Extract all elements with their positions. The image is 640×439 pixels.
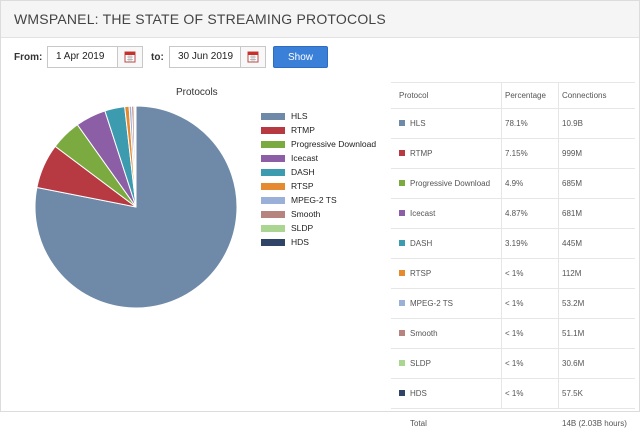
protocol-color-swatch (399, 210, 405, 216)
protocol-color-swatch (399, 300, 405, 306)
calendar-icon[interactable] (117, 47, 142, 67)
column-header-protocol: Protocol (399, 91, 429, 100)
table-row: Smooth < 1% 51.1M (391, 319, 635, 349)
panel-header: WMSPANEL: THE STATE OF STREAMING PROTOCO… (1, 1, 639, 38)
from-date-field[interactable]: 1 Apr 2019 (47, 46, 143, 68)
percentage-cell: 78.1% (505, 119, 528, 128)
table-row: HLS 78.1% 10.9B (391, 109, 635, 139)
protocol-color-swatch (399, 360, 405, 366)
percentage-cell: 4.87% (505, 209, 528, 218)
table-row: MPEG-2 TS < 1% 53.2M (391, 289, 635, 319)
table-row: DASH 3.19% 445M (391, 229, 635, 259)
connections-cell: 10.9B (562, 119, 583, 128)
table-row: Progressive Download 4.9% 685M (391, 169, 635, 199)
protocol-cell: SLDP (410, 359, 431, 368)
legend-label: SLDP (291, 223, 314, 233)
table-row: Icecast 4.87% 681M (391, 199, 635, 229)
table-row: HDS < 1% 57.5K (391, 379, 635, 409)
protocol-cell: Icecast (410, 209, 436, 218)
protocol-table: Protocol Percentage Connections HLS 78.1%… (391, 82, 635, 439)
calendar-icon[interactable] (240, 47, 265, 67)
from-label: From: (14, 52, 43, 63)
protocol-cell: RTSP (410, 269, 432, 278)
percentage-cell: < 1% (505, 269, 524, 278)
connections-cell: 53.2M (562, 299, 585, 308)
legend-label: HDS (291, 237, 309, 247)
percentage-cell: 4.9% (505, 179, 524, 188)
table-row: SLDP < 1% 30.6M (391, 349, 635, 379)
pie-slice-hds[interactable] (134, 105, 137, 208)
connections-cell: 999M (562, 149, 583, 158)
legend-label: Icecast (291, 153, 318, 163)
total-label: Total (410, 419, 427, 428)
column-divider (501, 82, 502, 409)
pie-chart (34, 105, 238, 309)
legend-swatch (261, 113, 285, 120)
protocol-cell: DASH (410, 239, 433, 248)
connections-cell: 51.1M (562, 329, 585, 338)
legend-label: Progressive Download (291, 139, 377, 149)
protocol-color-swatch (399, 120, 405, 126)
connections-cell: 112M (562, 269, 582, 278)
table-header-row: Protocol Percentage Connections (391, 83, 635, 109)
protocol-cell: MPEG-2 TS (410, 299, 453, 308)
legend-swatch (261, 225, 285, 232)
protocol-color-swatch (399, 390, 405, 396)
legend-swatch (261, 155, 285, 162)
legend-swatch (261, 239, 285, 246)
percentage-cell: < 1% (505, 389, 524, 398)
to-date-value: 30 Jun 2019 (178, 51, 234, 62)
legend-swatch (261, 169, 285, 176)
from-date-value: 1 Apr 2019 (56, 51, 105, 62)
protocols-panel: WMSPANEL: THE STATE OF STREAMING PROTOCO… (0, 0, 640, 428)
percentage-cell: 3.19% (505, 239, 528, 248)
connections-cell: 681M (562, 209, 583, 218)
protocol-cell: HLS (410, 119, 426, 128)
protocol-color-swatch (399, 150, 405, 156)
percentage-cell: < 1% (505, 299, 524, 308)
legend-label: HLS (291, 111, 308, 121)
legend-swatch (261, 197, 285, 204)
legend-label: RTMP (291, 125, 315, 135)
table-row: RTMP 7.15% 999M (391, 139, 635, 169)
protocol-cell: RTMP (410, 149, 433, 158)
protocol-color-swatch (399, 240, 405, 246)
legend-label: DASH (291, 167, 315, 177)
connections-cell: 57.5K (562, 389, 583, 398)
column-divider (558, 82, 559, 409)
table-total-row: Total 14B (2.03B hours) (391, 409, 635, 439)
percentage-cell: 7.15% (505, 149, 528, 158)
protocol-cell: Progressive Download (410, 179, 491, 188)
protocol-cell: HDS (410, 389, 427, 398)
total-value: 14B (2.03B hours) (562, 419, 627, 428)
legend-label: MPEG-2 TS (291, 195, 337, 205)
legend-swatch (261, 141, 285, 148)
page-title: WMSPANEL: THE STATE OF STREAMING PROTOCO… (14, 11, 386, 27)
percentage-cell: < 1% (505, 359, 524, 368)
protocol-color-swatch (399, 180, 405, 186)
legend-swatch (261, 127, 285, 134)
to-label: to: (151, 52, 164, 63)
legend-swatch (261, 211, 285, 218)
connections-cell: 30.6M (562, 359, 585, 368)
to-date-field[interactable]: 30 Jun 2019 (169, 46, 266, 68)
show-button[interactable]: Show (273, 46, 328, 68)
protocol-color-swatch (399, 270, 405, 276)
protocol-color-swatch (399, 330, 405, 336)
connections-cell: 445M (562, 239, 583, 248)
legend-label: RTSP (291, 181, 314, 191)
legend-label: Smooth (291, 209, 321, 219)
column-header-percentage: Percentage (505, 91, 546, 100)
legend-swatch (261, 183, 285, 190)
column-header-connections: Connections (562, 91, 607, 100)
table-row: RTSP < 1% 112M (391, 259, 635, 289)
percentage-cell: < 1% (505, 329, 524, 338)
chart-title: Protocols (176, 87, 218, 98)
connections-cell: 685M (562, 179, 583, 188)
protocol-cell: Smooth (410, 329, 438, 338)
